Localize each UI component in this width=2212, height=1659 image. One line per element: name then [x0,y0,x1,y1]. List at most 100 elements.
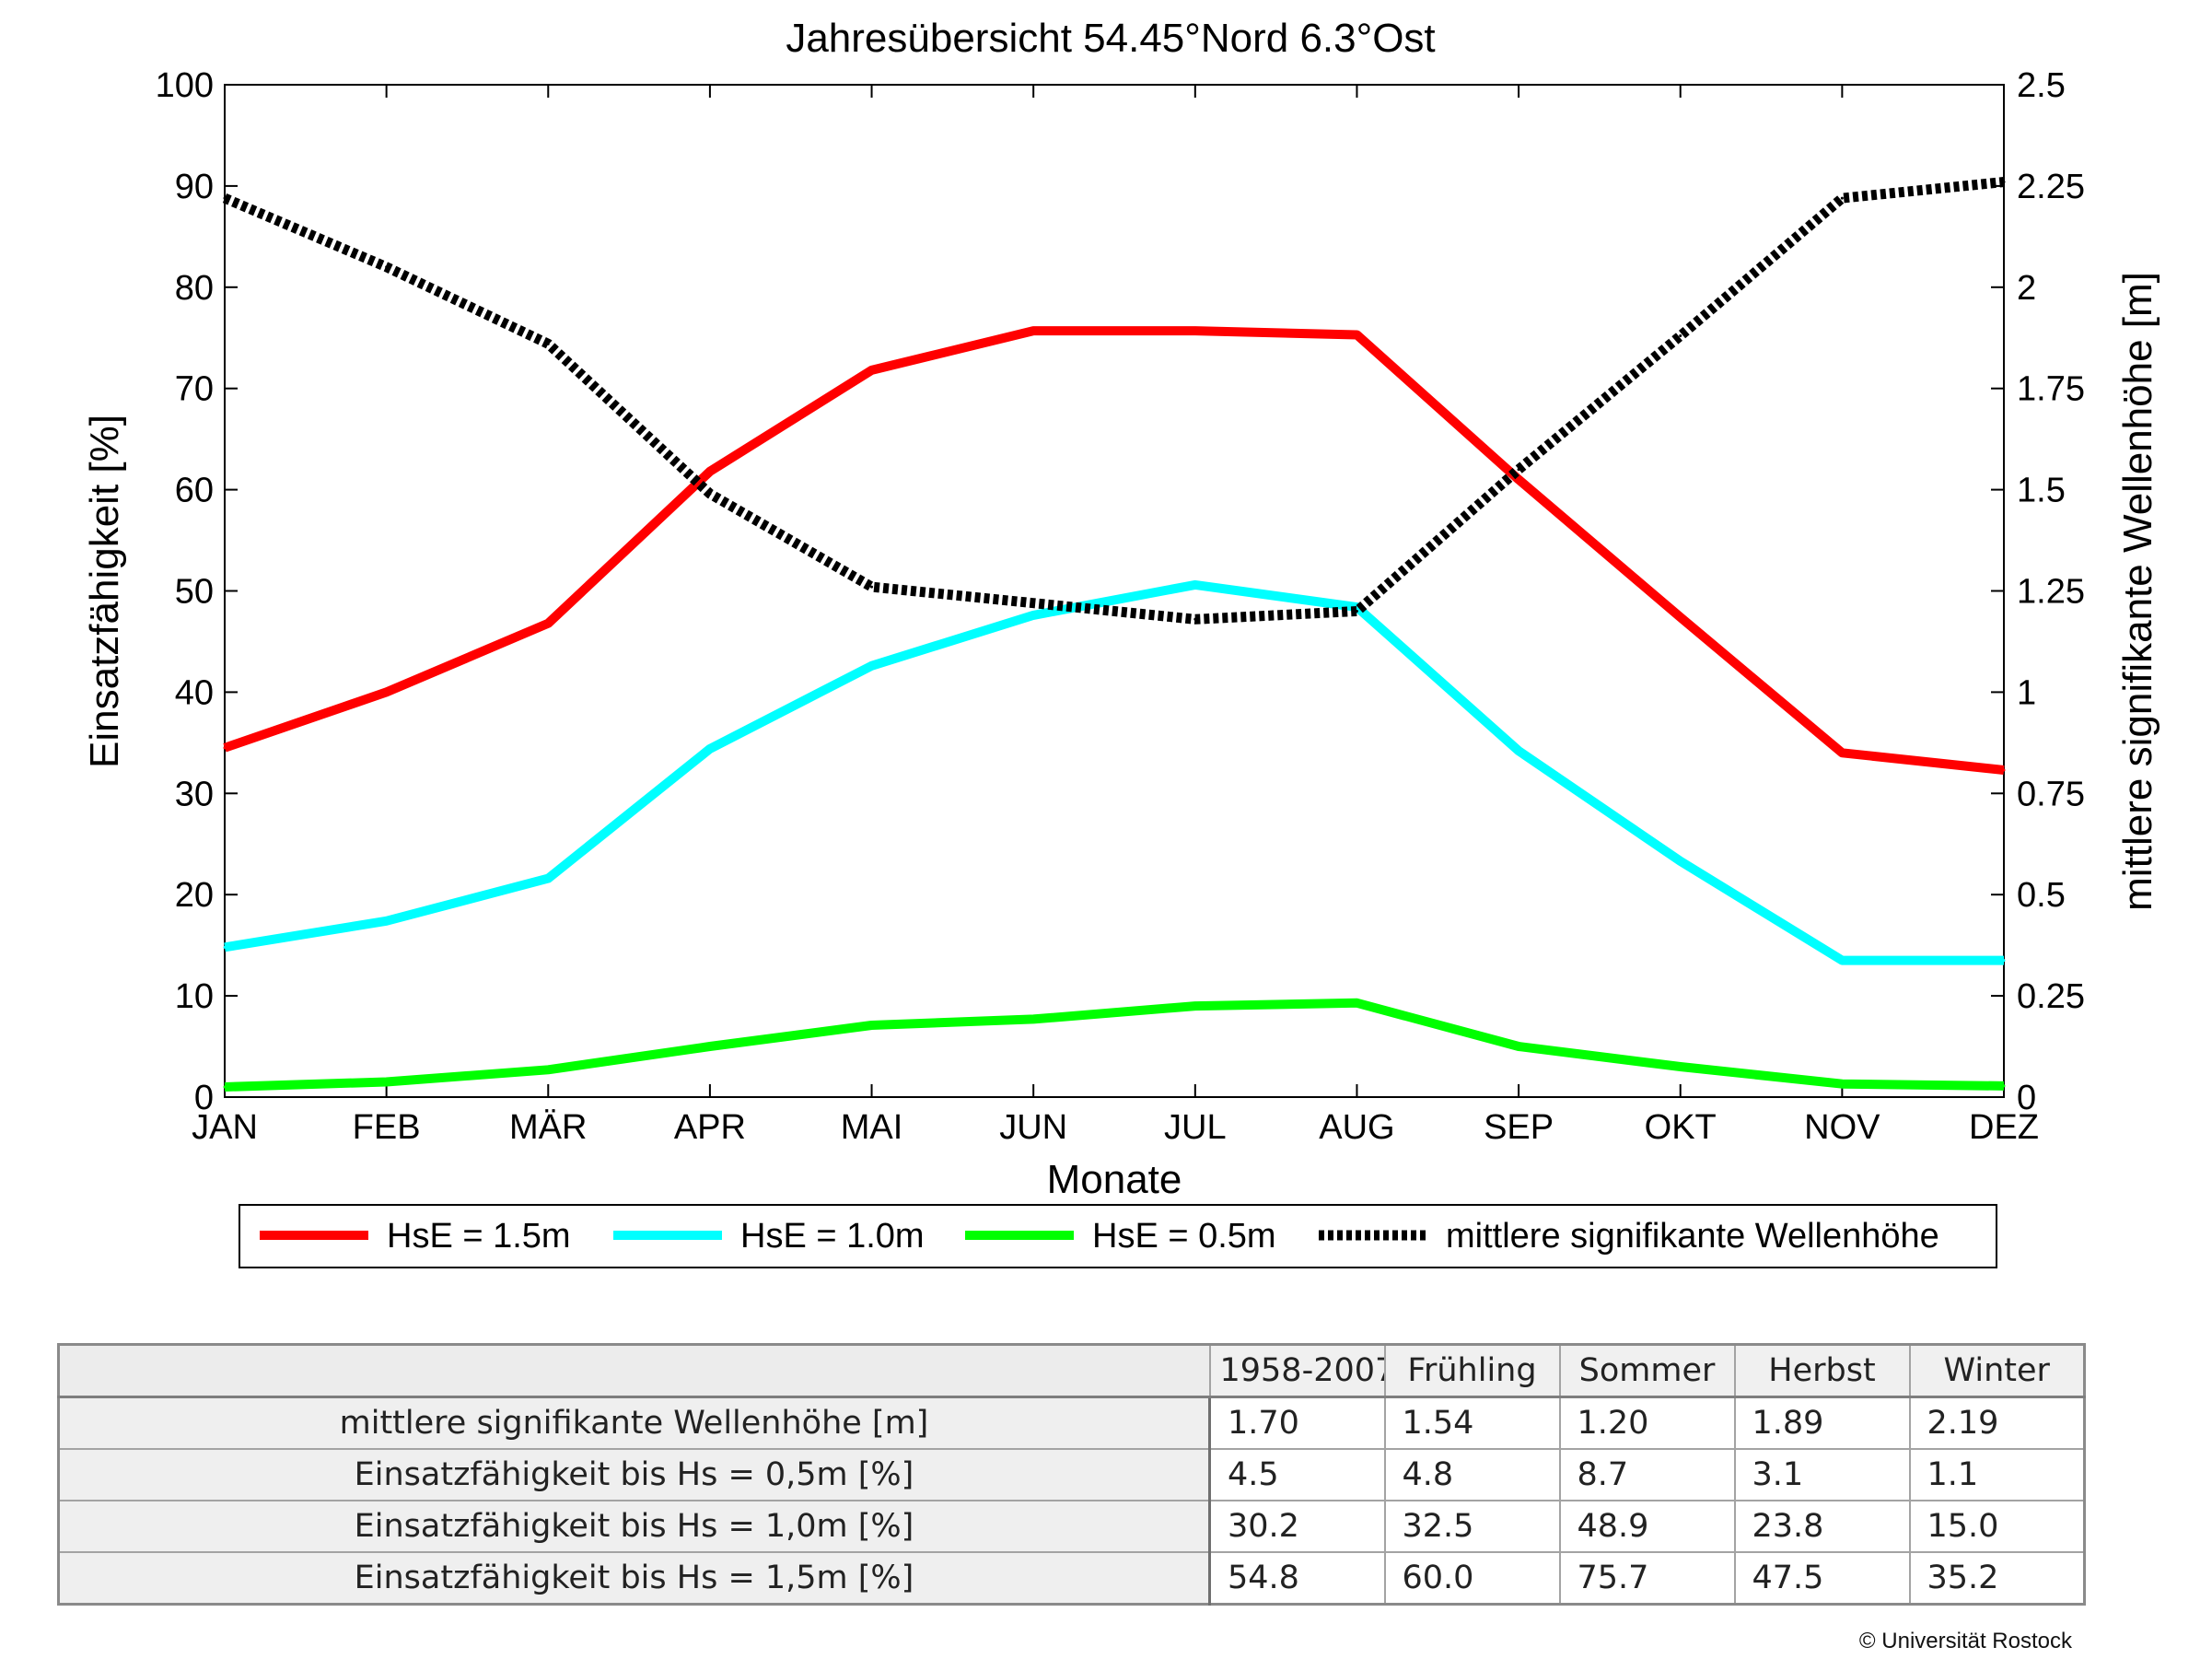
row-label: mittlere signifikante Wellenhöhe [m] [59,1397,1210,1450]
table-cell: 1.1 [1910,1449,2085,1501]
table-cell: 1.70 [1210,1397,1385,1450]
legend-label: HsE = 1.5m [387,1217,571,1256]
y-tick-label: 50 [175,573,214,612]
data-point [1841,197,1844,200]
y-tick-label: 80 [175,269,214,308]
y-tick-label: 100 [156,66,214,105]
column-header-autumn: Herbst [1735,1345,1910,1397]
table-cell: 23.8 [1735,1501,1910,1552]
data-point [708,747,711,750]
x-tick-label: APR [674,1108,746,1147]
data-point [547,877,550,880]
data-point [1032,602,1035,604]
data-point [1679,334,1682,337]
row-label: Einsatzfähigkeit bis Hs = 1,0m [%] [59,1501,1210,1552]
data-point [2003,181,2006,183]
table-cell: 75.7 [1560,1552,1735,1605]
y2-tick-label: 1.25 [2017,573,2085,612]
data-point [870,586,873,589]
data-point [1032,330,1035,333]
table-row: Einsatzfähigkeit bis Hs = 0,5m [%] 4.5 4… [59,1449,2085,1501]
x-tick-label: DEZ [1969,1108,2039,1147]
table-cell: 30.2 [1210,1501,1385,1552]
column-header-summer: Sommer [1560,1345,1735,1397]
data-point [1032,613,1035,616]
x-tick-label: JUN [999,1108,1067,1147]
data-point [1032,1018,1035,1021]
data-point [1518,468,1520,471]
x-tick-label: SEP [1484,1108,1554,1147]
data-point [870,1023,873,1026]
y2-tick-label: 0.5 [2017,876,2066,915]
y2-tick-label: 2 [2017,269,2036,308]
data-point [224,946,227,949]
y2-tick-label: 2.25 [2017,168,2085,206]
y-tick-label: 70 [175,370,214,409]
data-point [224,197,227,200]
x-tick-label: MÄR [509,1108,587,1147]
data-point [1193,618,1196,621]
data-point [1679,859,1682,862]
y-tick-label: 40 [175,673,214,712]
data-point [1356,610,1358,613]
data-point [708,1046,711,1048]
data-point [385,1081,388,1083]
data-point [224,746,227,749]
table-row: mittlere signifikante Wellenhöhe [m] 1.7… [59,1397,2085,1450]
y2-tick-label: 0.25 [2017,977,2085,1016]
table-cell: 48.9 [1560,1501,1735,1552]
data-point [1193,1005,1196,1008]
x-tick-label: OKT [1645,1108,1717,1147]
table-cell: 8.7 [1560,1449,1735,1501]
y-tick-label: 90 [175,168,214,206]
data-point [1356,333,1358,336]
table-cell: 1.89 [1735,1397,1910,1450]
column-header-period: 1958-2007 [1210,1345,1385,1397]
table-cell: 3.1 [1735,1449,1910,1501]
table-cell: 2.19 [1910,1397,2085,1450]
x-tick-label: FEB [353,1108,421,1147]
x-axis-title: Monate [1047,1157,1182,1202]
x-tick-label: JUL [1164,1108,1227,1147]
y2-tick-label: 1 [2017,673,2036,712]
table-row: Einsatzfähigkeit bis Hs = 1,5m [%] 54.8 … [59,1552,2085,1605]
y2-tick-label: 1.75 [2017,370,2085,409]
data-point [547,1069,550,1071]
data-point [547,343,550,345]
y2-tick-label: 1.5 [2017,472,2066,510]
data-point [1518,750,1520,753]
data-point [708,470,711,473]
legend: HsE = 1.5m HsE = 1.0m HsE = 0.5m mittlere s… [260,1217,1939,1256]
y2-tick-label: 2.5 [2017,66,2066,105]
table-corner [59,1345,1210,1397]
x-tick-label: AUG [1319,1108,1394,1147]
data-point [1518,1046,1520,1048]
column-header-spring: Frühling [1385,1345,1560,1397]
data-point [547,622,550,625]
plot-area [225,85,2004,1097]
data-point [870,368,873,371]
y2-axis-title: mittlere signifikante Wellenhöhe [m] [2115,272,2160,911]
data-point [2003,959,2006,962]
data-point [1841,752,1844,754]
table-row: Einsatzfähigkeit bis Hs = 1,0m [%] 30.2 … [59,1501,2085,1552]
table-cell: 32.5 [1385,1501,1560,1552]
data-point [1841,959,1844,962]
y-tick-label: 30 [175,775,214,813]
table-header-row: 1958-2007 Frühling Sommer Herbst Winter [59,1345,2085,1397]
chart: Jahresübersicht 54.45°Nord 6.3°Ost 01020… [0,0,2212,1336]
y-tick-label: 20 [175,876,214,915]
data-point [2003,1084,2006,1087]
legend-label: HsE = 1.0m [740,1217,925,1256]
data-point [1679,1066,1682,1069]
data-point [1356,1001,1358,1004]
data-point [1193,330,1196,333]
row-label: Einsatzfähigkeit bis Hs = 1,5m [%] [59,1552,1210,1605]
x-tick-label: NOV [1804,1108,1880,1147]
table-cell: 60.0 [1385,1552,1560,1605]
data-point [385,919,388,922]
table-cell: 1.54 [1385,1397,1560,1450]
table-cell: 1.20 [1560,1397,1735,1450]
data-point [224,1086,227,1089]
y-tick-label: 60 [175,472,214,510]
